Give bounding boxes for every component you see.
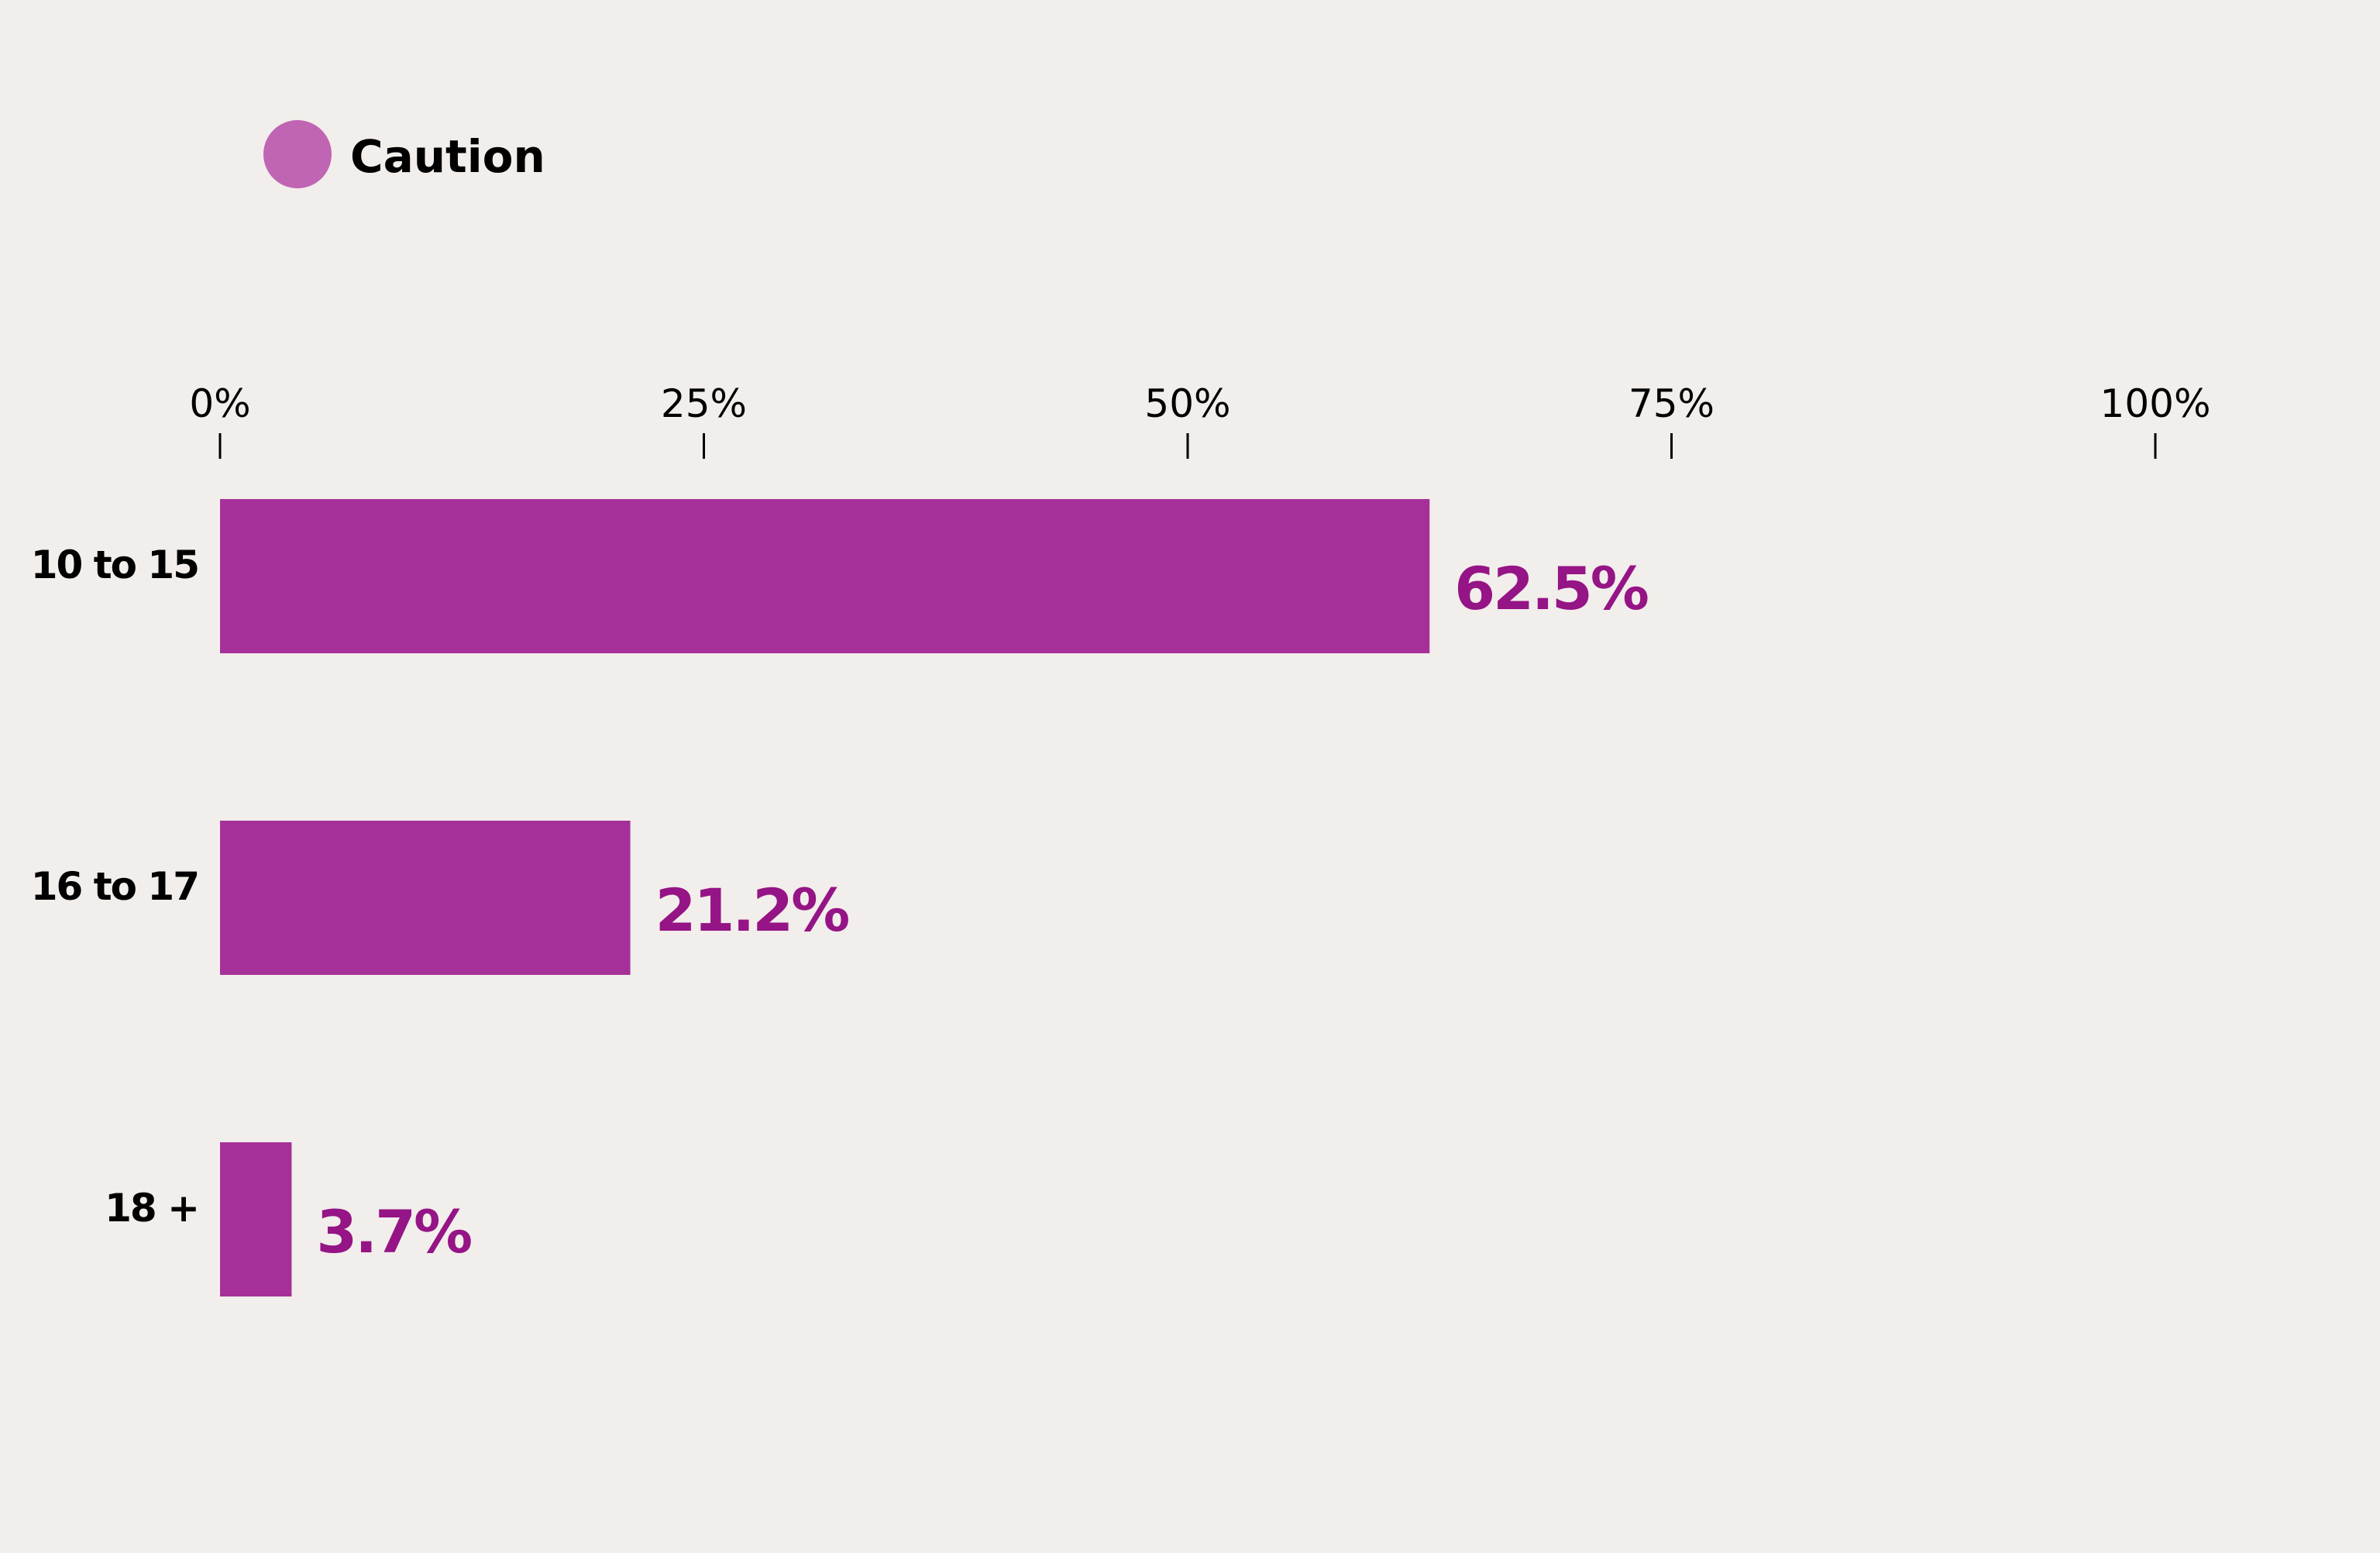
x-tick-label: 25% — [661, 381, 747, 426]
x-tick-label: 0% — [189, 381, 250, 426]
category-label: 16 to 17 — [31, 864, 198, 909]
legend-marker — [263, 120, 332, 188]
legend: Caution — [263, 120, 545, 188]
x-axis: 0% 25% 50% 75% 100% — [189, 381, 2210, 459]
bar — [220, 821, 631, 975]
value-label: 62.5% — [1454, 554, 1648, 623]
category-label: 10 to 15 — [31, 542, 198, 587]
category-label: 18 + — [105, 1186, 198, 1231]
bars: 10 to 15 62.5% 16 to 17 21.2% 18 + 3.7% — [31, 499, 1650, 1296]
value-label: 3.7% — [316, 1197, 471, 1266]
legend-label: Caution — [350, 130, 545, 183]
bar — [220, 499, 1430, 653]
x-tick-label: 75% — [1629, 381, 1714, 426]
x-tick-label: 100% — [2100, 381, 2211, 426]
x-tick-label: 50% — [1144, 381, 1230, 426]
value-label: 21.2% — [655, 876, 849, 945]
bar — [220, 1142, 292, 1296]
